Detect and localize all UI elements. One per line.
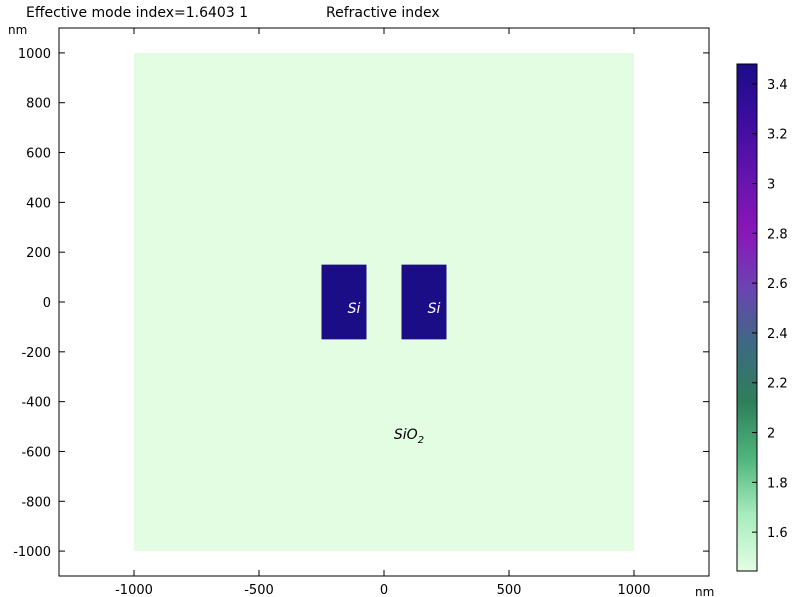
y-tick-label: 800 bbox=[26, 97, 51, 112]
y-tick-label: 0 bbox=[43, 296, 51, 311]
region-sio-0 bbox=[134, 52, 634, 552]
colorbar-tick-label: 3 bbox=[767, 178, 775, 193]
y-tick-label: -800 bbox=[21, 495, 51, 510]
colorbar-tick-label: 2 bbox=[767, 427, 775, 442]
y-tick-label: -600 bbox=[21, 445, 51, 460]
x-tick-label: 1000 bbox=[617, 583, 650, 597]
y-tick-label: 200 bbox=[26, 246, 51, 261]
x-tick-label: -1000 bbox=[115, 583, 153, 597]
colorbar bbox=[736, 63, 758, 572]
y-tick-label: 600 bbox=[26, 147, 51, 162]
y-tick-label: 1000 bbox=[18, 47, 51, 62]
colorbar-tick-label: 2.8 bbox=[767, 227, 788, 242]
colorbar-tick-label: 2.4 bbox=[767, 327, 788, 342]
x-axis-unit: nm bbox=[695, 585, 714, 597]
colorbar-tick-label: 3.4 bbox=[767, 78, 788, 93]
y-tick-label: -1000 bbox=[13, 545, 51, 560]
region-label-si-1: Si bbox=[348, 301, 361, 317]
y-tick-label: -400 bbox=[21, 396, 51, 411]
y-tick-label: 400 bbox=[26, 196, 51, 211]
x-tick-label: -500 bbox=[244, 583, 274, 597]
y-tick-label: -200 bbox=[21, 346, 51, 361]
colorbar-tick-label: 1.6 bbox=[767, 526, 788, 541]
colorbar-tick-label: 2.6 bbox=[767, 277, 788, 292]
colorbar-tick-label: 2.2 bbox=[767, 377, 788, 392]
region-label-sio-0: SiO2 bbox=[394, 427, 424, 446]
y-axis-unit: nm bbox=[8, 23, 27, 37]
x-tick-label: 0 bbox=[380, 583, 388, 597]
region-label-si-2: Si bbox=[428, 301, 441, 317]
region-si-2 bbox=[401, 264, 447, 340]
plot-title: Refractive index bbox=[326, 5, 440, 21]
x-tick-label: 500 bbox=[497, 583, 522, 597]
region-si-1 bbox=[321, 264, 367, 340]
mode-index-label: Effective mode index=1.6403 1 bbox=[26, 5, 249, 21]
colorbar-tick-label: 1.8 bbox=[767, 476, 788, 491]
colorbar-tick-label: 3.2 bbox=[767, 128, 788, 143]
